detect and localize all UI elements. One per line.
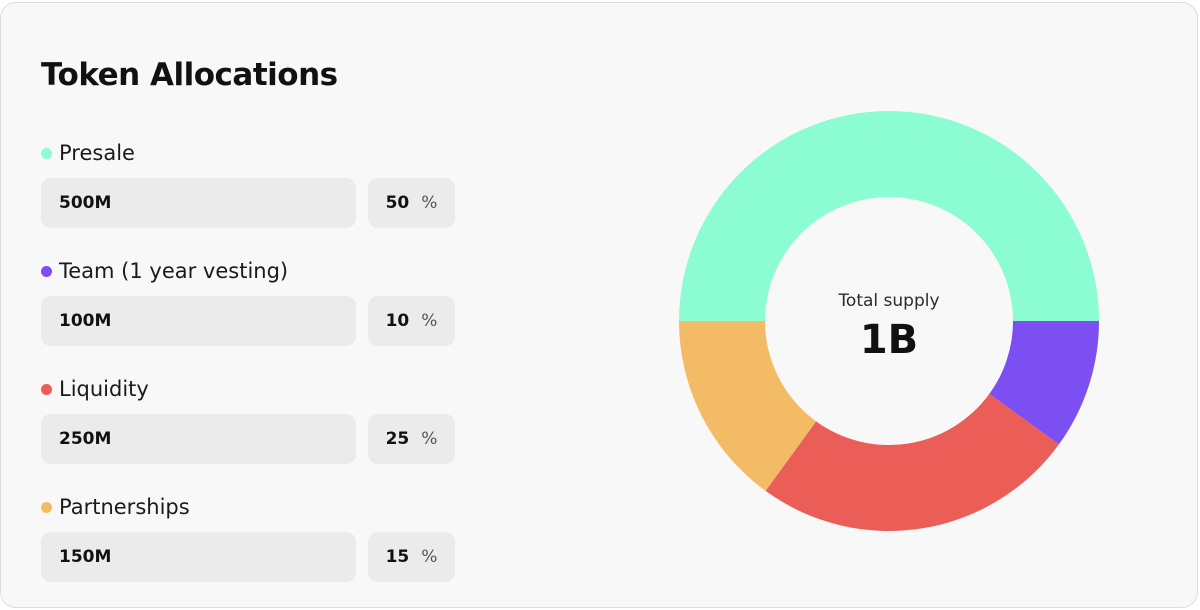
amount-field[interactable]: 150M bbox=[41, 532, 356, 582]
allocation-liquidity: Liquidity 250M 25 % bbox=[41, 376, 461, 481]
percent-value: 15 bbox=[385, 547, 410, 567]
page-title: Token Allocations bbox=[41, 57, 338, 93]
donut-slice-liquidity bbox=[765, 393, 1059, 531]
legend-dot bbox=[41, 383, 52, 395]
allocation-presale: Presale 500M 50 % bbox=[41, 140, 461, 245]
percent-field[interactable]: 25 % bbox=[368, 414, 455, 464]
amount-field[interactable]: 250M bbox=[41, 414, 356, 464]
amount-field[interactable]: 100M bbox=[41, 296, 356, 346]
legend-dot bbox=[41, 147, 52, 159]
percent-value: 50 bbox=[385, 193, 410, 213]
allocation-team: Team (1 year vesting) 100M 10 % bbox=[41, 258, 461, 363]
percent-field[interactable]: 50 % bbox=[368, 178, 455, 228]
donut-slice-presale bbox=[679, 111, 1099, 321]
legend-item: Presale bbox=[41, 140, 135, 166]
legend-item: Team (1 year vesting) bbox=[41, 258, 288, 284]
percent-value: 25 bbox=[385, 429, 410, 449]
allocation-partnerships: Partnerships 150M 15 % bbox=[41, 494, 461, 599]
legend-item: Partnerships bbox=[41, 494, 190, 520]
legend-dot bbox=[41, 501, 52, 513]
legend-dot bbox=[41, 265, 52, 277]
percent-sign: % bbox=[421, 547, 438, 567]
donut-chart: Total supply 1B bbox=[671, 103, 1107, 539]
legend-item: Liquidity bbox=[41, 376, 149, 402]
donut-slice-team bbox=[989, 321, 1099, 445]
total-supply-label: Total supply bbox=[838, 291, 940, 311]
legend-label: Partnerships bbox=[59, 495, 190, 519]
percent-sign: % bbox=[421, 311, 438, 331]
percent-sign: % bbox=[421, 193, 438, 213]
donut-slice-partnerships bbox=[679, 321, 817, 491]
amount-field[interactable]: 500M bbox=[41, 178, 356, 228]
percent-value: 10 bbox=[385, 311, 410, 331]
percent-field[interactable]: 15 % bbox=[368, 532, 455, 582]
total-supply-value: 1B bbox=[859, 317, 919, 363]
percent-sign: % bbox=[421, 429, 438, 449]
legend-label: Liquidity bbox=[59, 377, 149, 401]
legend-label: Presale bbox=[59, 141, 135, 165]
donut-chart-svg bbox=[679, 111, 1099, 531]
percent-field[interactable]: 10 % bbox=[368, 296, 455, 346]
legend-label: Team (1 year vesting) bbox=[59, 259, 289, 283]
